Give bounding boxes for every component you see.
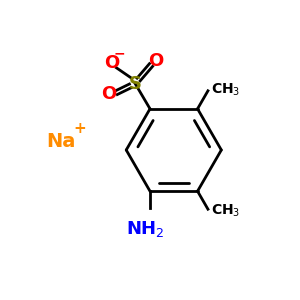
- Text: Na: Na: [46, 132, 76, 151]
- Text: O: O: [148, 52, 163, 70]
- Text: O: O: [104, 54, 119, 72]
- Text: CH$_3$: CH$_3$: [211, 81, 240, 98]
- Text: NH$_2$: NH$_2$: [126, 219, 165, 239]
- Text: S: S: [129, 75, 142, 93]
- Text: O: O: [101, 85, 116, 103]
- Text: CH$_3$: CH$_3$: [211, 202, 240, 219]
- Text: −: −: [114, 46, 125, 60]
- Text: +: +: [73, 121, 85, 136]
